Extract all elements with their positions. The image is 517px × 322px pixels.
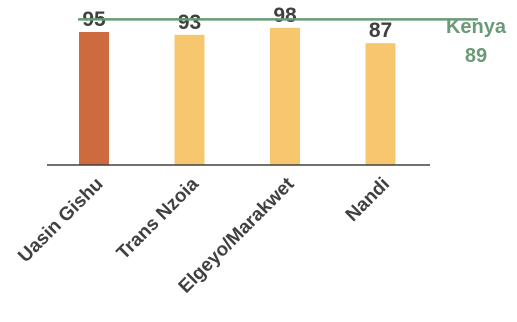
category-label: Nandi [342,174,394,226]
bars-group [79,27,396,166]
value-label: 93 [178,11,201,34]
bar-nandi [365,43,396,166]
category-label: Trans Nzoia [113,173,204,264]
bar-elgeyo-marakwet [270,27,300,165]
reference-line-value: 89 [465,45,487,67]
reference-line-name: Kenya [446,16,507,38]
value-label: 98 [273,4,297,27]
bar-trans-nzoia [174,34,205,165]
bar-uasin-gishu [79,32,109,165]
category-label: Uasin Gishu [14,174,107,267]
value-label: 87 [369,19,392,42]
